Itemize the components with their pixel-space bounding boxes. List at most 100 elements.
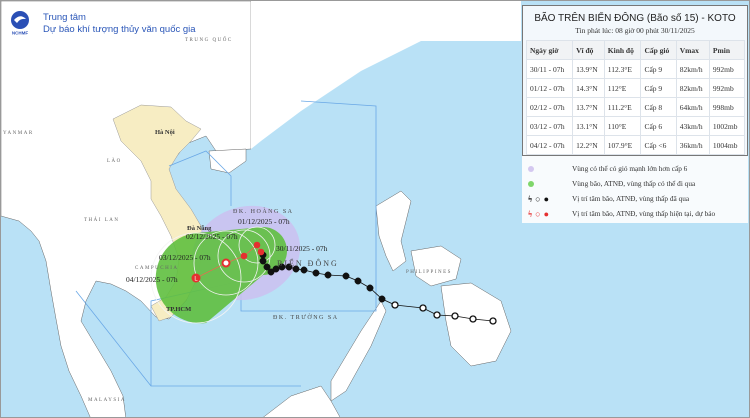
- boundary-lines: [75, 100, 377, 387]
- past-storm-point: [272, 265, 280, 273]
- past-low-point: [469, 315, 477, 323]
- past-storm-point: [263, 263, 271, 271]
- past-storm-point: [354, 277, 362, 285]
- past-position-icons: ϟ ○ ●: [522, 194, 566, 204]
- table-cell: Cấp 6: [640, 116, 677, 136]
- col-lat: Vĩ độ: [572, 40, 605, 60]
- table-cell: 36km/h: [675, 135, 710, 155]
- past-low-point: [419, 304, 427, 312]
- legend: Vùng có thể có gió mạnh lớn hơn cấp 6 Vù…: [522, 155, 748, 223]
- past-low-point: [489, 317, 497, 325]
- typhoon-symbol-icon: ϟ: [528, 193, 533, 204]
- forecast-table: Ngày giờ Vĩ độ Kinh độ Cấp gió Vmax Pmin…: [525, 40, 746, 155]
- label-hcm: TP.HCM: [166, 306, 191, 313]
- table-cell: 03/12 - 07h: [525, 116, 574, 136]
- svg-text:L: L: [194, 277, 198, 283]
- coast-north: [251, 1, 521, 149]
- table-cell: Cấp 8: [640, 97, 677, 117]
- table-cell: 992mb: [708, 78, 746, 98]
- forecast-circles: [150, 226, 276, 324]
- table-row: 04/12 - 07h 12.2°N 107.9°E Cấp <6 36km/h 1004…: [525, 135, 746, 155]
- legend-label: Vùng bão, ATNĐ, vùng thấp có thể đi qua: [572, 179, 696, 188]
- forecast-point-03-12: [221, 258, 231, 268]
- table-cell: 107.9°E: [603, 135, 642, 155]
- col-pmin: Pmin: [708, 40, 746, 60]
- label-cambodia: CAMPUCHIA: [135, 266, 179, 271]
- past-storm-point: [378, 295, 386, 303]
- forecast-point-04-12: [191, 273, 201, 283]
- table-cell: 04/12 - 07h: [525, 135, 574, 155]
- label-thailand: THÁI LAN: [84, 217, 119, 223]
- col-wind-level: Cấp gió: [640, 40, 677, 60]
- forecast-points: L: [191, 241, 265, 283]
- label-philippines: PHILIPPINES: [406, 270, 452, 275]
- ring-icon: ○: [535, 208, 541, 219]
- past-storm-point: [285, 263, 293, 271]
- svg-text:NCHMF: NCHMF: [12, 31, 28, 36]
- legend-item-wind-zone: Vùng có thể có gió mạnh lớn hơn cấp 6: [522, 161, 748, 176]
- col-time: Ngày giờ: [525, 40, 574, 60]
- purple-dot-icon: [528, 165, 534, 172]
- table-header: Ngày giờ Vĩ độ Kinh độ Cấp gió Vmax Pmin: [525, 40, 746, 60]
- label-spratly: ĐK. TRƯỜNG SA: [273, 313, 339, 321]
- past-storm-point: [267, 268, 275, 276]
- green-dot-icon: [528, 180, 534, 187]
- issued-time: Tin phát lúc: 08 giờ 00 phút 30/11/2025: [575, 26, 695, 35]
- table-cell: 1002mb: [708, 116, 746, 136]
- label-hanoi: Hà Nội: [155, 129, 175, 136]
- label-malaysia: MALAYSIA: [88, 398, 126, 403]
- hainan-area: [208, 148, 247, 174]
- legend-label: Vị trí tâm bão, ATNĐ, vùng thấp đã qua: [572, 194, 690, 203]
- past-track: [259, 251, 497, 325]
- table-cell: 82km/h: [675, 59, 710, 79]
- past-low-point: [391, 301, 399, 309]
- time-label-30-11: 30/11/2025 - 07h: [276, 244, 328, 253]
- past-storm-point: [300, 266, 308, 274]
- past-storm-point: [259, 257, 267, 265]
- label-myanmar: YANMAR: [3, 131, 34, 136]
- organization-name: Trung tâm Dự báo khí tượng thủy văn quốc…: [43, 12, 196, 36]
- time-label-04-12: 04/12/2025 - 07h: [126, 275, 178, 284]
- time-label-03-12: 03/12/2025 - 07h: [159, 253, 211, 262]
- past-storm-point: [366, 284, 374, 292]
- table-cell: 13.7°N: [572, 97, 605, 117]
- past-storm-point: [324, 271, 332, 279]
- legend-item-past-position: ϟ ○ ● Vị trí tâm bão, ATNĐ, vùng thấp đã q…: [522, 191, 748, 206]
- low-icon: ●: [543, 193, 550, 204]
- forecast-point-01-12: [253, 241, 261, 249]
- philippines: [330, 190, 512, 402]
- table-cell: 992mb: [708, 59, 746, 79]
- table-cell: Cấp 9: [640, 59, 677, 79]
- ring-icon: ○: [535, 193, 541, 204]
- table-cell: 01/12 - 07h: [525, 78, 574, 98]
- past-storm-point: [292, 265, 300, 273]
- table-row: 02/12 - 07h 13.7°N 111.2°E Cấp 8 64km/h 998mb: [525, 97, 746, 117]
- table-cell: Cấp <6: [640, 135, 677, 155]
- forecast-position-icons: ϟ ○ ●: [522, 209, 566, 219]
- table-cell: 112°E: [603, 78, 642, 98]
- label-east-sea: BIỂN ĐÔNG: [277, 258, 339, 268]
- table-cell: 12.2°N: [572, 135, 605, 155]
- nchmf-logo: NCHMF: [11, 11, 29, 36]
- legend-label: Vùng có thể có gió mạnh lớn hơn cấp 6: [572, 164, 688, 173]
- current-position: [257, 248, 265, 256]
- legend-item-storm-zone: Vùng bão, ATNĐ, vùng thấp có thể đi qua: [522, 176, 748, 191]
- storm-cone: [155, 227, 287, 324]
- table-cell: 1004mb: [708, 135, 746, 155]
- storm-info-panel: BÃO TRÊN BIỂN ĐÔNG (Bão số 15) - KOTO Ti…: [522, 5, 748, 223]
- low-icon: ●: [543, 208, 550, 219]
- table-cell: 82km/h: [675, 78, 710, 98]
- past-storm-point: [312, 269, 320, 277]
- table-cell: 30/11 - 07h: [525, 59, 574, 79]
- table-cell: 64km/h: [675, 97, 710, 117]
- label-laos: LÀO: [107, 158, 122, 164]
- label-china: TRUNG QUỐC: [185, 37, 233, 43]
- org-line-1: Trung tâm: [43, 12, 86, 23]
- table-row: 03/12 - 07h 13.1°N 110°E Cấp 6 43km/h 1002mb: [525, 116, 746, 136]
- legend-label: Vị trí tâm bão, ATNĐ, vùng thấp hiện tại…: [572, 209, 716, 218]
- time-label-02-12: 02/12/2025 - 07h: [186, 232, 238, 241]
- col-vmax: Vmax: [675, 40, 710, 60]
- table-cell: 43km/h: [675, 116, 710, 136]
- table-cell: 14.3°N: [572, 78, 605, 98]
